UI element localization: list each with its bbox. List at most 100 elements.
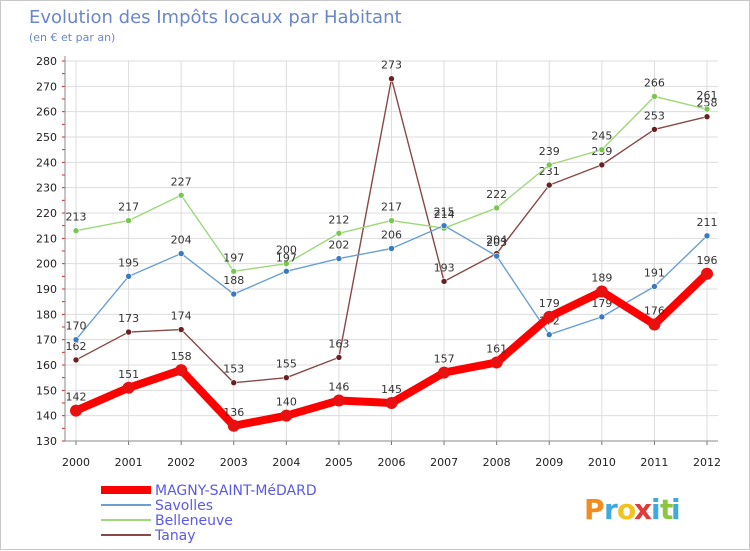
data-point: [230, 267, 238, 275]
logo-letter: i: [651, 493, 661, 526]
y-tick-label: 240: [36, 156, 57, 169]
x-tick-label: 2003: [220, 456, 248, 469]
data-point: [177, 326, 185, 333]
legend-label: MAGNY-SAINT-MéDARD: [155, 483, 317, 499]
data-point: [651, 283, 658, 290]
data-point: [332, 394, 345, 407]
x-tick-label: 2010: [588, 456, 616, 469]
data-label: 227: [171, 175, 192, 188]
data-label: 200: [276, 244, 297, 257]
y-tick-label: 140: [36, 410, 57, 423]
x-tick-label: 2011: [640, 456, 668, 469]
axis-layer: 130 140 150 160 170 180 190 200 210 220 230 240 250 2…: [36, 55, 721, 469]
data-point: [490, 356, 503, 369]
logo-letter: r: [604, 493, 618, 526]
legend-label: Belleneuve: [155, 513, 233, 529]
logo-letter: x: [634, 493, 652, 526]
x-tick-label: 2007: [430, 456, 458, 469]
data-label: 206: [381, 228, 402, 241]
logo-letter: P: [584, 493, 605, 526]
data-label: 204: [486, 234, 507, 247]
data-point: [280, 409, 293, 422]
x-tick-label: 2009: [535, 456, 563, 469]
y-tick-label: 130: [36, 435, 57, 448]
data-label: 179: [539, 297, 560, 310]
data-label: 253: [644, 109, 665, 122]
data-label: 146: [328, 380, 349, 393]
chart-title: Evolution des Impôts locaux par Habitant: [29, 7, 402, 28]
x-tick-label: 2001: [115, 456, 143, 469]
data-point: [648, 318, 661, 331]
data-point: [545, 331, 553, 338]
legend: MAGNY-SAINT-MéDARDSavollesBelleneuveTana…: [101, 483, 317, 544]
data-label: 151: [118, 368, 139, 381]
data-point: [493, 204, 500, 212]
data-label: 217: [118, 201, 139, 214]
logo-letter: t: [660, 493, 673, 526]
data-label: 212: [328, 213, 349, 226]
data-point: [651, 126, 658, 133]
data-point: [703, 232, 711, 240]
y-tick-label: 200: [36, 258, 57, 271]
data-point: [175, 364, 188, 377]
data-label: 179: [591, 297, 612, 310]
data-point: [598, 313, 606, 321]
data-point: [72, 336, 80, 343]
data-label: 266: [644, 76, 665, 89]
data-point: [595, 285, 608, 298]
data-label: 211: [697, 216, 718, 229]
legend-label: Tanay: [154, 528, 196, 544]
data-point: [177, 191, 185, 199]
y-tick-label: 270: [36, 80, 57, 93]
data-label: 203: [486, 236, 507, 249]
data-point: [335, 354, 343, 361]
logo-letter: o: [617, 493, 636, 526]
data-label: 173: [118, 312, 139, 325]
data-point: [543, 310, 556, 323]
y-tick-label: 260: [36, 106, 57, 119]
data-label: 158: [171, 350, 192, 363]
series-0: 142 151 158 136 140 146 145 157 161 179 189 176 196: [66, 254, 718, 432]
series-3: 162173174153155163273193204231239253258: [66, 59, 718, 387]
data-point: [70, 404, 82, 417]
y-tick-label: 170: [36, 334, 57, 347]
data-point: [701, 267, 713, 280]
y-tick-label: 230: [36, 182, 57, 195]
data-label: 145: [381, 383, 402, 396]
data-label: 162: [66, 340, 87, 353]
data-point: [125, 328, 132, 336]
data-point: [545, 181, 553, 189]
logo-letter: i: [671, 493, 681, 526]
data-label: 239: [539, 145, 560, 158]
x-tick-label: 2000: [62, 456, 90, 469]
data-point: [125, 273, 132, 280]
data-point: [440, 222, 448, 229]
data-label: 193: [434, 261, 455, 274]
data-point: [598, 161, 606, 169]
data-point: [230, 290, 238, 298]
data-point: [388, 217, 395, 224]
data-label: 197: [276, 251, 297, 264]
data-point: [440, 278, 448, 285]
data-point: [598, 146, 606, 153]
data-label: 176: [644, 304, 665, 317]
y-tick-label: 180: [36, 308, 57, 321]
data-point: [493, 252, 500, 260]
data-label: 217: [381, 201, 402, 214]
data-label: 215: [434, 206, 455, 219]
data-label: 163: [328, 337, 349, 350]
x-tick-label: 2006: [378, 456, 406, 469]
data-label: 222: [486, 188, 507, 201]
data-point: [651, 93, 658, 100]
data-point: [283, 260, 290, 267]
data-point: [385, 397, 398, 409]
data-label: 195: [118, 256, 139, 269]
data-point: [335, 255, 343, 262]
data-point: [125, 217, 132, 224]
x-tick-label: 2008: [483, 456, 511, 469]
data-label: 273: [381, 59, 402, 72]
